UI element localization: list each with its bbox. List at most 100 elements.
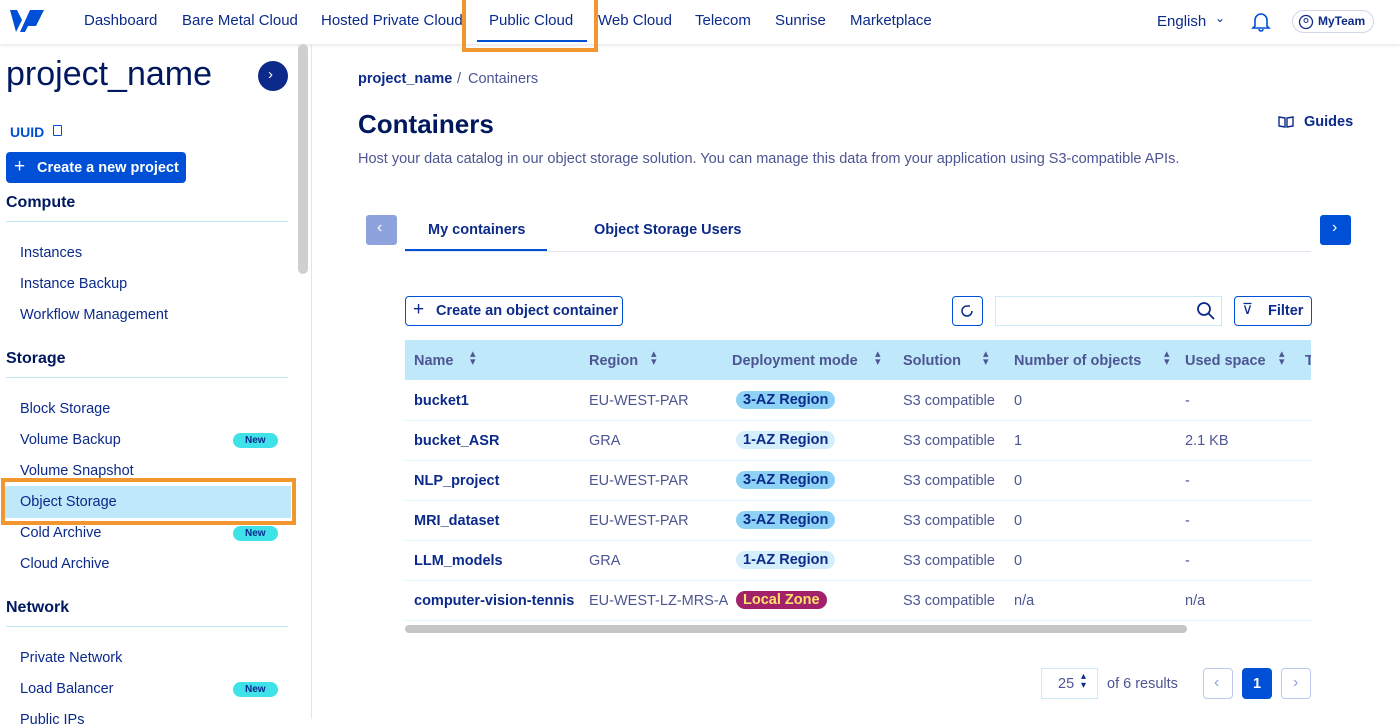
scrollbar: [298, 44, 308, 274]
create-container-button[interactable]: [405, 296, 623, 326]
section-title: Network: [6, 599, 70, 616]
section-line: [6, 377, 288, 378]
uuid[interactable]: UUID: [10, 124, 45, 140]
refresh-button[interactable]: [952, 296, 983, 326]
column-header: Name: [414, 353, 454, 369]
nav-item[interactable]: Telecom: [695, 12, 751, 29]
sort-icon: ▴ ▾: [651, 348, 657, 368]
table-clip: Name ▴ ▾ Region ▴ ▾ Deployment mode ▴ ▾ Solution ▴…: [405, 340, 1311, 625]
nav-item[interactable]: Public Cloud: [489, 12, 574, 29]
sidebar-item[interactable]: Load Balancer: [20, 681, 114, 697]
cell: 0: [1014, 553, 1023, 569]
nav-item[interactable]: Bare Metal Cloud: [182, 12, 298, 29]
cell: S3 compatible: [903, 593, 995, 609]
language[interactable]: English: [1157, 13, 1207, 30]
sidebar-item[interactable]: Block Storage: [20, 401, 111, 417]
nav-item[interactable]: Sunrise: [775, 12, 826, 29]
bell-icon[interactable]: [1250, 10, 1272, 32]
container-name[interactable]: computer-vision-tennis: [414, 593, 575, 609]
cell: S3 compatible: [903, 433, 995, 449]
sidebar-item[interactable]: Volume Backup: [20, 432, 121, 448]
chevron: ›: [1332, 219, 1338, 236]
column-header: Solution: [903, 353, 961, 369]
cell: GRA: [589, 553, 621, 569]
cell: EU-WEST-PAR: [589, 513, 689, 529]
container-name[interactable]: bucket_ASR: [414, 433, 500, 449]
account[interactable]: MyTeam: [1318, 14, 1366, 28]
row-line: [405, 620, 1311, 621]
container-name[interactable]: LLM_models: [414, 553, 503, 569]
guides[interactable]: Guides: [1304, 114, 1354, 130]
sort-icon: ▴ ▾: [1164, 348, 1170, 368]
create-project-button[interactable]: [6, 152, 186, 183]
sidebar-item[interactable]: Public IPs: [20, 712, 85, 728]
sidebar-item[interactable]: Volume Snapshot: [20, 463, 134, 479]
sort-icon: ▴ ▾: [1279, 348, 1285, 368]
chevron: ›: [268, 66, 273, 83]
nav-item[interactable]: Web Cloud: [598, 12, 672, 29]
nav-underline: [477, 40, 587, 42]
search-input[interactable]: [995, 296, 1222, 326]
cell: -: [1185, 473, 1190, 489]
cell: 1: [1014, 433, 1023, 449]
column-header: Used space: [1185, 353, 1266, 369]
sort-icon: ▴ ▾: [470, 348, 476, 368]
column-header: Region: [589, 353, 639, 369]
column-header: T: [1305, 353, 1311, 369]
prev-page[interactable]: [1203, 668, 1233, 699]
cell: n/a: [1185, 593, 1206, 609]
plus: +: [14, 156, 26, 177]
column-header: Number of objects: [1014, 353, 1142, 369]
cell: S3 compatible: [903, 473, 995, 489]
cell: GRA: [589, 433, 621, 449]
sidebar-item[interactable]: Instances: [20, 245, 83, 261]
cell: S3 compatible: [903, 553, 995, 569]
table-header: [405, 340, 1311, 380]
section-line: [6, 221, 288, 222]
container-name[interactable]: NLP_project: [414, 473, 500, 489]
tab[interactable]: Object Storage Users: [594, 222, 742, 238]
sidebar-item[interactable]: Workflow Management: [20, 307, 169, 323]
sidebar: ›: [0, 44, 312, 719]
tab[interactable]: My containers: [428, 222, 526, 238]
filter-icon: ⊽: [1242, 301, 1253, 318]
row-line: [405, 500, 1311, 501]
deployment-badge: Local Zone: [736, 591, 827, 609]
tabs-prev[interactable]: [366, 215, 397, 245]
sidebar-item[interactable]: Cold Archive: [20, 525, 102, 541]
logo[interactable]: [8, 8, 50, 34]
collapse-button[interactable]: [258, 61, 288, 91]
account-button[interactable]: [1292, 10, 1374, 33]
select-arrows: ▴ ▾: [1081, 671, 1087, 691]
badge: New: [233, 682, 278, 697]
section-title: Compute: [6, 194, 76, 211]
container-name[interactable]: MRI_dataset: [414, 513, 500, 529]
column-header: Deployment mode: [732, 353, 858, 369]
container-name[interactable]: bucket1: [414, 393, 469, 409]
cell: EU-WEST-LZ-MRS-A: [589, 593, 729, 609]
sidebar-item[interactable]: Instance Backup: [20, 276, 128, 292]
sidebar-item[interactable]: Private Network: [20, 650, 123, 666]
sidebar-item[interactable]: Cloud Archive: [20, 556, 110, 572]
nav-item[interactable]: Dashboard: [84, 12, 158, 29]
nav-item[interactable]: Hosted Private Cloud: [321, 12, 463, 29]
active-bg: [5, 486, 291, 518]
filter-button[interactable]: [1234, 296, 1312, 326]
search-icon[interactable]: [1196, 301, 1216, 321]
sidebar-item[interactable]: Object Storage: [20, 494, 117, 510]
current-page-button[interactable]: [1242, 668, 1272, 699]
tabs-next[interactable]: [1320, 215, 1351, 245]
create-project: Create a new project: [37, 160, 179, 176]
breadcrumb-link[interactable]: project_name: [358, 71, 453, 87]
next-page[interactable]: [1281, 668, 1311, 699]
page-title: Containers: [358, 109, 494, 139]
cell: 0: [1014, 473, 1023, 489]
chevron: ‹: [1214, 674, 1220, 691]
cell: S3 compatible: [903, 513, 995, 529]
row-line: [405, 580, 1311, 581]
nav-item[interactable]: Marketplace: [850, 12, 932, 29]
sort-icon: ▴ ▾: [875, 348, 881, 368]
cell: -: [1185, 553, 1190, 569]
breadcrumb-current: Containers: [468, 71, 539, 87]
page-size-select[interactable]: [1041, 668, 1098, 699]
